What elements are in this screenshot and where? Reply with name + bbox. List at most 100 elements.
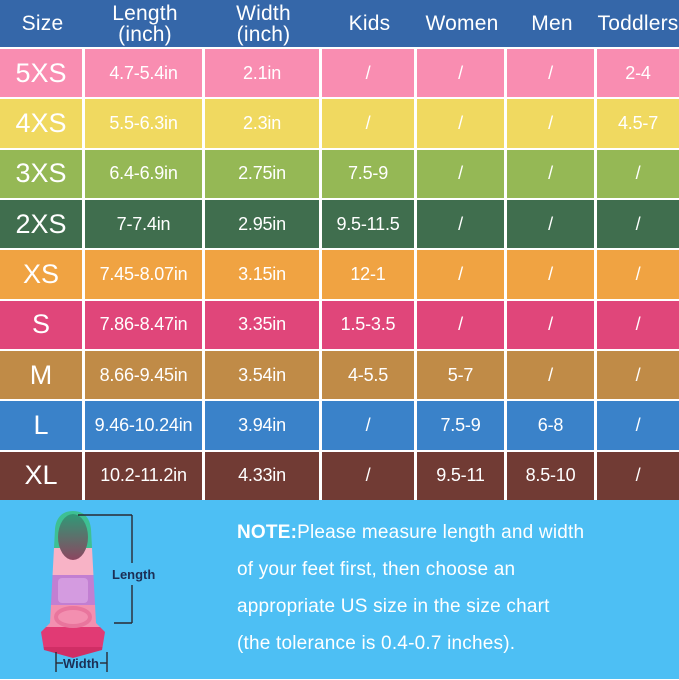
column-header-label: Length <box>112 1 178 25</box>
fin-band-magenta <box>41 627 105 647</box>
table-cell: 3.15in <box>205 250 322 299</box>
table-cell: 7.5-9 <box>322 149 417 198</box>
size-label-cell: XS <box>0 250 85 299</box>
table-cell: / <box>322 451 417 500</box>
table-cell: 2.1in <box>205 49 322 98</box>
table-cell: 3.35in <box>205 300 322 349</box>
fin-foot-ring <box>54 606 92 628</box>
table-cell: / <box>635 314 641 335</box>
size-label-cell: M <box>0 350 85 400</box>
table-cell: / <box>635 414 641 435</box>
fin-illustration: Length Width <box>28 505 178 675</box>
note-line: NOTE:Please measure length and width <box>237 514 669 551</box>
table-row: 5XS 4.7-5.4in 2.1in / //2-4 <box>0 47 679 98</box>
table-cell: 8.66-9.45in <box>85 350 205 400</box>
column-header-label: Men <box>531 12 573 35</box>
column-header-label: Toddlers <box>597 12 679 35</box>
note-line: (the tolerance is 0.4-0.7 inches). <box>237 633 516 654</box>
table-cell: / <box>322 49 417 98</box>
table-cell: 7.86-8.47in <box>85 300 205 349</box>
table-row: XS 7.45-8.07in 3.15in 12-1// / <box>0 248 679 299</box>
table-cell: / <box>417 49 507 98</box>
table-cell: 6.4-6.9in <box>85 149 205 198</box>
table-cell: / <box>635 163 641 184</box>
table-cell: / <box>417 199 507 249</box>
fin-band-pink <box>41 605 105 627</box>
table-cell: 10.2-11.2in <box>85 451 205 500</box>
column-header-sub: (inch) <box>118 22 172 46</box>
table-cell: / <box>417 250 507 299</box>
column-header-length: Length (inch) <box>85 0 205 47</box>
fin-band-purple <box>41 575 105 605</box>
size-label-cell: L <box>0 401 85 450</box>
width-label: Width <box>63 656 99 671</box>
table-cell: 2.95in <box>205 199 322 249</box>
note-line-text: Please measure length and width <box>297 522 585 543</box>
column-header-label: Width <box>236 1 291 25</box>
table-cell: / <box>417 149 507 198</box>
column-header-width: Width (inch) <box>205 0 322 47</box>
table-row: 4XS 5.5-6.3in 2.3in / //4.5-7 <box>0 97 679 148</box>
note-section: Length Width NOTE:Please measure length … <box>0 500 679 679</box>
note-line: of your feet first, then choose an <box>237 559 516 580</box>
table-cell: / <box>507 99 597 148</box>
table-row: 2XS 7-7.4in 2.95in 9.5-11.5// / <box>0 197 679 249</box>
column-header-toddlers: Toddlers <box>597 0 679 47</box>
fin-band-light-pink <box>41 548 105 575</box>
table-cell: 9.46-10.24in <box>85 401 205 450</box>
column-header-men: Men <box>507 0 597 47</box>
table-cell: 7-7.4in <box>85 199 205 249</box>
table-cell: / <box>507 149 597 198</box>
size-label-cell: 4XS <box>0 99 85 148</box>
table-cell: 2.3in <box>205 99 322 148</box>
note-line: appropriate US size in the size chart <box>237 596 550 617</box>
table-cell: 1.5-3.5 <box>322 300 417 349</box>
fin-svg: Length Width <box>41 511 155 672</box>
column-header-kids: Kids <box>322 0 417 47</box>
table-cell: 9.5-11 <box>417 451 507 500</box>
table-cell: / <box>507 300 597 349</box>
note-text: NOTE:Please measure length and width of … <box>237 514 669 662</box>
table-cell: 2.75in <box>205 149 322 198</box>
size-chart-table: Size Length (inch) Width (inch) Kids Women… <box>0 0 679 500</box>
size-label-cell: XL <box>0 451 85 500</box>
fin-band-tip <box>41 511 105 548</box>
table-row: 3XS 6.4-6.9in 2.75in 7.5-9// / <box>0 147 679 198</box>
length-label: Length <box>112 567 155 582</box>
table-cell: 4.33in <box>205 451 322 500</box>
table-cell: / <box>635 465 641 486</box>
table-cell: / <box>507 49 597 98</box>
table-cell: 5-7 <box>417 350 507 400</box>
width-measurement <box>55 652 108 672</box>
fin-toe-opening <box>58 514 88 560</box>
column-header-label: Size <box>21 12 64 35</box>
column-header-sub: (inch) <box>236 22 291 46</box>
table-cell: / <box>417 300 507 349</box>
column-header-label: Women <box>425 12 499 35</box>
note-prefix: NOTE: <box>237 522 298 543</box>
table-cell: 6-8 <box>507 401 597 450</box>
size-label-cell: 3XS <box>0 149 85 198</box>
table-cell: / <box>507 199 597 249</box>
column-header-women: Women <box>417 0 507 47</box>
table-cell: / <box>322 401 417 450</box>
table-cell: / <box>417 99 507 148</box>
table-cell: 8.5-10 <box>507 451 597 500</box>
table-header-row: Size Length (inch) Width (inch) Kids Women… <box>0 0 679 47</box>
table-cell: 7.5-9 <box>417 401 507 450</box>
table-cell: 4.7-5.4in <box>85 49 205 98</box>
size-label-cell: 2XS <box>0 199 85 249</box>
table-cell: 3.54in <box>205 350 322 400</box>
table-cell: 2-4 <box>625 62 651 83</box>
table-cell: 9.5-11.5 <box>322 199 417 249</box>
table-row: L 9.46-10.24in 3.94in/7.5-9 6-8/ <box>0 399 679 450</box>
table-row: S 7.86-8.47in 3.35in 1.5-3.5// / <box>0 298 679 349</box>
table-body: 5XS 4.7-5.4in 2.1in / //2-4 4XS 5.5-6.3in 2.3in… <box>0 47 679 500</box>
table-cell: / <box>507 350 597 400</box>
table-cell: / <box>322 99 417 148</box>
table-cell: 7.45-8.07in <box>85 250 205 299</box>
fin-band-purple-inner <box>58 578 88 603</box>
table-cell: 3.94in <box>205 401 322 450</box>
table-row: XL 10.2-11.2in 4.33in/9.5-11 8.5-10/ <box>0 449 679 500</box>
